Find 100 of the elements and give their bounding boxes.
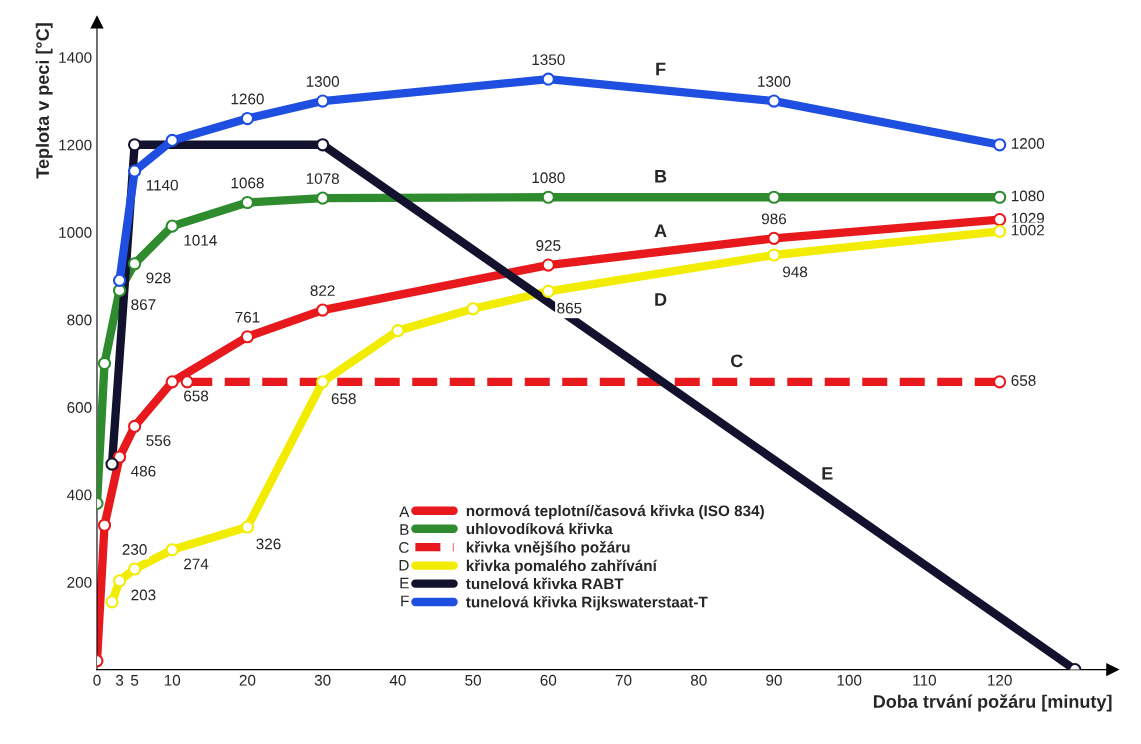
data-label: 658 [184, 390, 209, 402]
data-label: 230 [122, 544, 147, 555]
data-label: 1080 [1011, 190, 1045, 202]
point [391, 324, 405, 338]
annotation: B [655, 170, 667, 183]
data-label: 761 [235, 311, 260, 323]
point [316, 138, 330, 152]
point [97, 356, 112, 371]
data-label: 1300 [306, 76, 340, 87]
data-label: 1200 [1011, 138, 1045, 149]
x-tick-label: 3 [115, 674, 124, 686]
point [316, 375, 330, 389]
point [112, 574, 127, 588]
legend-label: křivka pomalého zahřívání [466, 559, 658, 575]
point [127, 562, 142, 576]
point [993, 224, 1007, 238]
annotation: C [730, 354, 743, 368]
legend-label: uhlovodíková křivka [466, 522, 613, 535]
data-label: 867 [131, 299, 156, 310]
y-tick-label: 800 [67, 314, 92, 326]
x-tick-label: 110 [913, 674, 937, 686]
point [767, 94, 781, 108]
point [127, 257, 142, 271]
annotation: D [655, 293, 667, 306]
text: F [401, 595, 409, 607]
data-label: 822 [310, 285, 335, 296]
x-tick-label: 30 [314, 674, 331, 686]
x-axis-title: Doba trvání požáru [minuty] [873, 694, 1112, 712]
point [993, 190, 1007, 204]
data-label: 948 [783, 266, 808, 278]
point [127, 164, 142, 178]
x-tick-label: 70 [615, 674, 632, 686]
text: B [400, 524, 409, 535]
annotation: A [654, 224, 667, 237]
point [127, 419, 142, 434]
y-tick-label: 600 [67, 402, 92, 413]
point [541, 190, 555, 204]
data-label: 326 [256, 538, 281, 550]
point [240, 111, 255, 126]
point [767, 190, 781, 204]
point [240, 330, 255, 344]
x-tick-label: 10 [164, 674, 181, 686]
point [993, 212, 1007, 227]
data-label: 486 [131, 465, 156, 477]
data-label: 1300 [758, 76, 791, 87]
point [541, 284, 555, 298]
y-tick-label: 1000 [59, 227, 92, 238]
x-tick-label: 60 [540, 674, 557, 686]
data-label: 986 [761, 213, 787, 225]
legend-label: tunelová křivka Rijkswaterstaat-T [465, 595, 708, 611]
point [316, 191, 330, 205]
data-label: 1140 [146, 179, 178, 191]
text: C [399, 542, 409, 553]
point [767, 231, 781, 245]
data-label: 658 [1011, 375, 1036, 386]
x-tick-label: 100 [837, 674, 862, 686]
point [112, 450, 127, 464]
data-label: 274 [184, 558, 209, 570]
x-tick-label: 120 [988, 674, 1012, 686]
x-tick-label: 5 [130, 675, 139, 686]
y-tick-label: 1200 [59, 139, 92, 151]
point [240, 195, 255, 210]
x-tick-label: 50 [465, 674, 481, 686]
point [97, 518, 112, 532]
point [112, 273, 127, 287]
point [541, 72, 555, 86]
data-label: 1350 [532, 54, 565, 66]
point [541, 258, 555, 272]
point [105, 595, 119, 609]
point [165, 543, 179, 557]
x-tick-label: 40 [389, 674, 406, 686]
point [240, 520, 255, 534]
data-label: 1080 [532, 172, 565, 184]
data-label: 1014 [184, 234, 217, 246]
point [316, 94, 330, 108]
point [767, 248, 781, 262]
text: D [399, 559, 409, 571]
point [127, 138, 142, 152]
data-label: 1260 [231, 93, 264, 105]
y-tick-label: 400 [66, 489, 92, 501]
x-tick-label: 90 [766, 674, 782, 686]
x-tick-label: 0 [93, 674, 101, 686]
point [165, 375, 179, 389]
data-label: 203 [131, 589, 156, 601]
point [316, 303, 330, 317]
point [993, 375, 1007, 389]
data-label: 1078 [306, 173, 339, 184]
data-label: 928 [146, 272, 171, 284]
point [180, 375, 194, 389]
y-tick-label: 200 [67, 577, 92, 588]
point [993, 138, 1007, 152]
data-label: 556 [146, 435, 171, 446]
annotation: E [822, 467, 833, 480]
data-label: 658 [331, 393, 356, 405]
point [105, 457, 119, 471]
point [165, 219, 179, 233]
data-label: 925 [536, 240, 561, 251]
x-tick-label: 20 [239, 674, 256, 686]
point [112, 283, 127, 298]
legend-label: křivka vnějšího požáru [466, 541, 630, 556]
